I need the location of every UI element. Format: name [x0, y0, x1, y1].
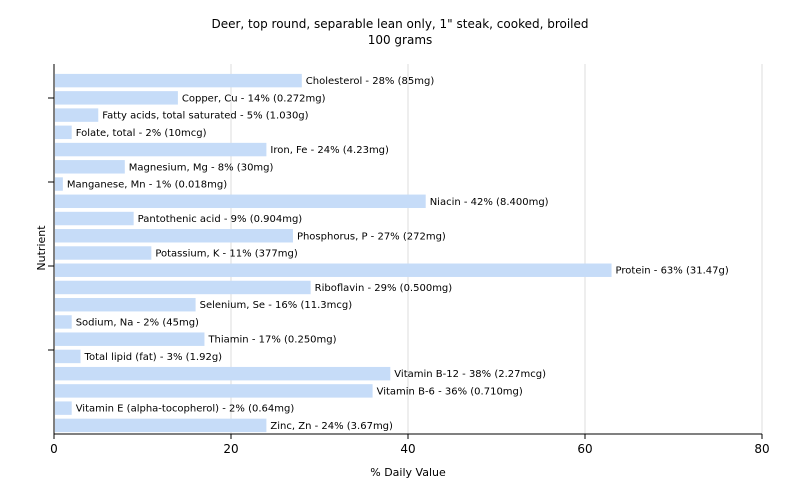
bar-10	[55, 246, 152, 260]
x-tick-label-60: 60	[577, 442, 592, 456]
bar-label-10: Potassium, K - 11% (377mg)	[155, 249, 297, 260]
bar-label-17: Vitamin B-12 - 38% (2.27mcg)	[394, 369, 546, 380]
bar-label-14: Sodium, Na - 2% (45mg)	[76, 317, 199, 328]
bar-label-18: Vitamin B-6 - 36% (0.710mg)	[377, 386, 523, 397]
x-tick-label-20: 20	[223, 442, 238, 456]
x-tick-label-40: 40	[400, 442, 415, 456]
bar-6	[55, 177, 63, 191]
bar-16	[55, 349, 81, 364]
bar-20	[55, 418, 267, 433]
bar-13	[55, 297, 196, 312]
axes: 0 20 40 60 80	[48, 64, 770, 456]
bar-14	[55, 315, 72, 329]
y-axis-title: Nutrient	[35, 225, 48, 271]
bar-4	[55, 142, 267, 157]
bar-label-12: Riboflavin - 29% (0.500mg)	[315, 283, 453, 294]
bar-9	[55, 229, 293, 243]
bar-label-11: Protein - 63% (31.47g)	[616, 266, 729, 277]
bar-label-19: Vitamin E (alpha-tocopherol) - 2% (0.64m…	[76, 404, 295, 415]
bar-label-2: Fatty acids, total saturated - 5% (1.030…	[102, 111, 308, 122]
bar-3	[55, 125, 72, 140]
bar-2	[55, 108, 99, 122]
bar-label-13: Selenium, Se - 16% (11.3mcg)	[200, 300, 353, 311]
bar-5	[55, 160, 125, 174]
bar-label-0: Cholesterol - 28% (85mg)	[306, 76, 435, 87]
bar-label-1: Copper, Cu - 14% (0.272mg)	[182, 93, 326, 104]
bar-1	[55, 91, 178, 105]
x-axis-title: % Daily Value	[370, 466, 446, 479]
bar-label-15: Thiamin - 17% (0.250mg)	[207, 335, 336, 346]
bar-label-6: Manganese, Mn - 1% (0.018mg)	[67, 180, 227, 191]
bar-label-5: Magnesium, Mg - 8% (30mg)	[129, 162, 274, 173]
bar-label-9: Phosphorus, P - 27% (272mg)	[297, 231, 446, 242]
x-tick-label-80: 80	[754, 442, 769, 456]
bar-18	[55, 384, 373, 398]
bars: Cholesterol - 28% (85mg) Copper, Cu - 14%…	[55, 73, 729, 433]
bar-label-16: Total lipid (fat) - 3% (1.92g)	[84, 352, 223, 363]
bar-label-7: Niacin - 42% (8.400mg)	[430, 197, 549, 208]
x-tick-label-0: 0	[50, 442, 58, 456]
bar-label-4: Iron, Fe - 24% (4.23mg)	[270, 145, 389, 156]
bar-0	[55, 73, 302, 88]
chart-subtitle: 100 grams	[368, 33, 433, 47]
chart-title: Deer, top round, separable lean only, 1"…	[211, 17, 588, 31]
bar-11	[55, 263, 612, 277]
bar-label-3: Folate, total - 2% (10mcg)	[76, 128, 207, 139]
bar-label-20: Zinc, Zn - 24% (3.67mg)	[270, 421, 393, 432]
bar-19	[55, 401, 72, 415]
bar-15	[55, 332, 205, 346]
bar-label-8: Pantothenic acid - 9% (0.904mg)	[138, 214, 303, 225]
bar-8	[55, 211, 134, 226]
bar-7	[55, 194, 426, 209]
bar-17	[55, 366, 391, 381]
bar-12	[55, 280, 311, 295]
